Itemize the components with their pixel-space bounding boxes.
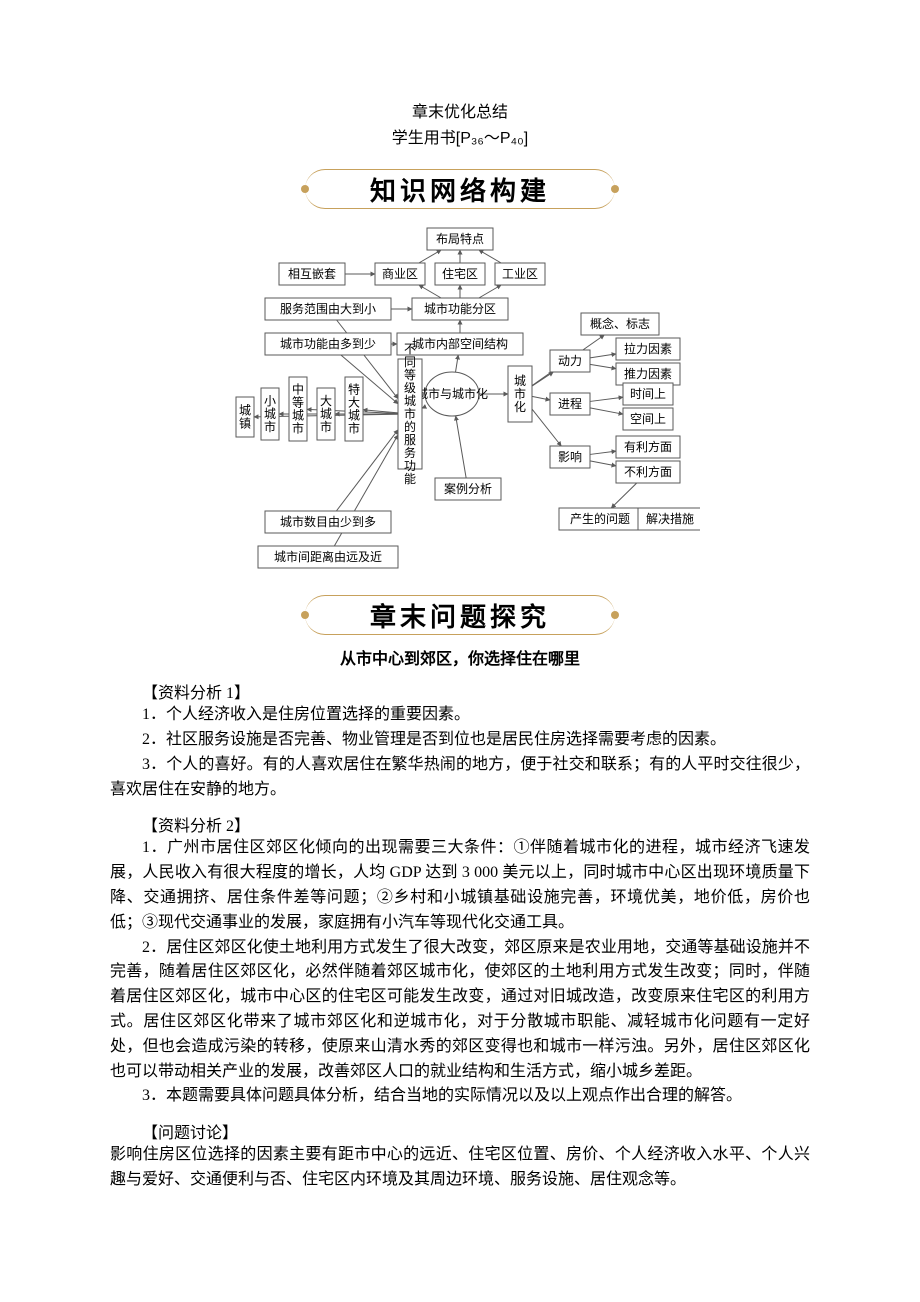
node-dongli: 动力 [550,350,590,372]
node-c3: 中等城市 [289,377,307,441]
node-c5: 特大城市 [345,377,363,441]
node-kongjian: 空间上 [623,408,673,430]
page-container: 章末优化总结 学生用书[P₃₆～P₄₀] 知识网络构建 城市与城市化 布局特点相互… [0,0,920,1253]
svg-text:城市化: 城市化 [514,374,526,414]
node-gainian: 概念、标志 [581,313,659,335]
node-fenqu: 城市功能分区 [412,298,508,320]
page-reference: 学生用书[P₃₆～P₄₀] [110,126,810,152]
node-xianghu: 相互嵌套 [279,263,345,285]
svg-text:商业区: 商业区 [382,266,418,281]
section-1-title: 【资料分析 1】 [110,679,810,703]
node-gongye: 工业区 [495,263,545,285]
concept-flowchart: 城市与城市化 布局特点相互嵌套 商业区 住宅区 工业区服务范围由大到小 城市功能分区城市功… [220,219,700,579]
header-block: 章末优化总结 学生用书[P₃₆～P₄₀] [110,100,810,151]
banner-2-text: 章末问题探究 [305,595,615,635]
node-wenti: 产生的问题 [559,508,641,530]
svg-text:案例分析: 案例分析 [444,481,492,496]
node-cuoshi: 解决措施 [638,508,700,530]
svg-text:动力: 动力 [558,354,582,368]
banner-knowledge-network: 知识网络构建 [305,169,615,209]
svg-text:城镇: 城镇 [239,404,251,431]
s2-p3: 3．本题需要具体问题具体分析，结合当地的实际情况以及以上观点作出合理的解答。 [110,1084,810,1109]
node-tuik: 推力因素 [616,363,680,385]
node-gongneng: 城市功能由多到少 [265,333,391,355]
s1-p2: 2．社区服务设施是否完善、物业管理是否到位也是居民住房选择需要考虑的因素。 [110,728,810,753]
section-3-title: 【问题讨论】 [110,1119,810,1143]
chapter-title: 章末优化总结 [110,100,810,126]
svg-text:进程: 进程 [558,396,582,411]
node-anli: 案例分析 [435,478,501,500]
s2-p2: 2．居住区郊区化使土地利用方式发生了很大改变，郊区原来是农业用地，交通等基础设施… [110,936,810,1085]
svg-text:城市数目由少到多: 城市数目由少到多 [280,514,376,529]
svg-text:工业区: 工业区 [502,267,538,281]
svg-text:中等城市: 中等城市 [292,382,304,436]
svg-text:不利方面: 不利方面 [624,464,672,479]
s2-p1: 1．广州市居住区郊区化倾向的出现需要三大条件：①伴随着城市化的进程，城市经济飞速… [110,836,810,935]
node-shijian: 时间上 [623,383,673,405]
node-c1: 城镇 [236,397,254,437]
node-lalik: 拉力因素 [616,338,680,360]
svg-text:有利方面: 有利方面 [624,439,672,454]
svg-text:布局特点: 布局特点 [436,231,484,246]
svg-text:影响: 影响 [558,449,582,464]
svg-text:城市内部空间结构: 城市内部空间结构 [412,336,508,351]
svg-text:服务范围由大到小: 服务范围由大到小 [280,301,376,316]
s1-p1: 1．个人经济收入是住房位置选择的重要因素。 [110,703,810,728]
svg-text:相互嵌套: 相互嵌套 [288,267,336,281]
svg-text:大城市: 大城市 [320,394,332,434]
node-yingxiang: 影响 [550,446,590,468]
banner-1-text: 知识网络构建 [305,169,615,209]
s3-p1: 影响住房区位选择的因素主要有距市中心的远近、住宅区位置、房价、个人经济收入水平、… [110,1143,810,1193]
section-2-title: 【资料分析 2】 [110,812,810,836]
banner-chapter-inquiry: 章末问题探究 [305,595,615,635]
node-chengshihua: 城市化 [508,366,532,422]
node-center: 城市与城市化 [416,372,488,416]
svg-text:城市与城市化: 城市与城市化 [416,386,488,401]
svg-text:解决措施: 解决措施 [646,512,694,526]
svg-text:推力因素: 推力因素 [624,367,672,381]
svg-text:概念、标志: 概念、标志 [590,316,650,331]
svg-text:产生的问题: 产生的问题 [570,511,630,526]
s1-p3: 3．个人的喜好。有的人喜欢居住在繁华热闹的地方，便于社交和联系；有的人平时交往很… [110,753,810,803]
svg-text:拉力因素: 拉力因素 [624,341,672,356]
svg-text:特大城市: 特大城市 [348,382,360,436]
svg-text:住宅区: 住宅区 [442,266,478,281]
svg-text:不同等级城市的服务功能: 不同等级城市的服务功能 [404,342,416,486]
svg-text:城市功能由多到少: 城市功能由多到少 [280,336,376,351]
node-c2: 小城市 [261,388,279,440]
svg-text:空间上: 空间上 [630,412,666,426]
svg-text:城市间距离由远及近: 城市间距离由远及近 [274,549,382,564]
node-zhuzhai: 住宅区 [435,263,485,285]
svg-text:时间上: 时间上 [630,387,666,401]
node-jincheng: 进程 [550,393,590,415]
node-layout: 布局特点 [427,228,493,250]
svg-text:城市功能分区: 城市功能分区 [424,301,496,316]
node-shumu: 城市数目由少到多 [265,511,391,533]
node-buli: 不利方面 [616,461,680,483]
node-juli: 城市间距离由远及近 [258,546,398,568]
node-budengji: 不同等级城市的服务功能 [398,342,422,486]
node-c4: 大城市 [317,388,335,440]
node-shangye: 商业区 [375,263,425,285]
node-youli: 有利方面 [616,436,680,458]
banner-2-subtitle: 从市中心到郊区，你选择住在哪里 [110,645,810,669]
node-fanwei: 服务范围由大到小 [265,298,391,320]
svg-text:小城市: 小城市 [264,394,276,434]
